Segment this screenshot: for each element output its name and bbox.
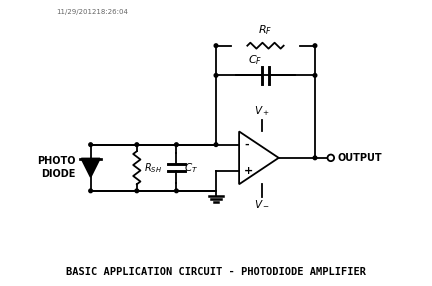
Circle shape (214, 44, 218, 47)
Text: +: + (244, 166, 253, 176)
Circle shape (313, 44, 317, 47)
Text: PHOTO: PHOTO (37, 156, 76, 166)
Circle shape (89, 189, 92, 193)
Circle shape (313, 156, 317, 160)
Text: $R_{SH}$: $R_{SH}$ (144, 161, 162, 175)
Text: OUTPUT: OUTPUT (337, 153, 382, 163)
Text: $C_F$: $C_F$ (248, 53, 263, 67)
Text: $C_T$: $C_T$ (184, 161, 198, 175)
Text: BASIC APPLICATION CIRCUIT - PHOTODIODE AMPLIFIER: BASIC APPLICATION CIRCUIT - PHOTODIODE A… (66, 267, 366, 277)
Circle shape (313, 74, 317, 77)
Circle shape (135, 189, 139, 193)
Text: $R_F$: $R_F$ (258, 24, 273, 37)
Polygon shape (81, 158, 100, 177)
Circle shape (89, 143, 92, 146)
Circle shape (175, 189, 178, 193)
Circle shape (214, 143, 218, 146)
Text: 11/29/201218:26:04: 11/29/201218:26:04 (56, 9, 128, 15)
Text: DIODE: DIODE (41, 169, 76, 179)
Circle shape (135, 143, 139, 146)
Circle shape (175, 143, 178, 146)
Text: $V_+$: $V_+$ (254, 104, 270, 118)
Text: $V_-$: $V_-$ (254, 199, 270, 209)
Text: -: - (244, 140, 249, 150)
Circle shape (214, 74, 218, 77)
